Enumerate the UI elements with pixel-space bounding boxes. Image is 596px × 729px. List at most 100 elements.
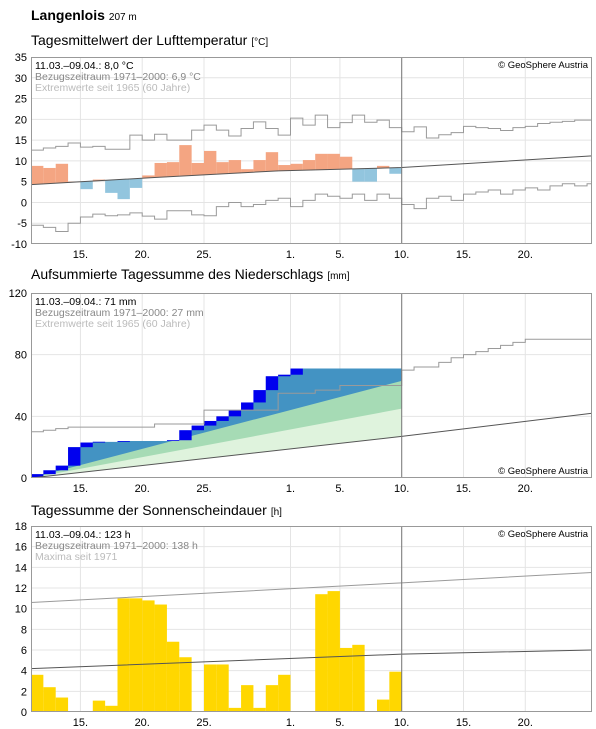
chart-title: Tagesmittelwert der Lufttemperatur [°C] bbox=[31, 32, 268, 48]
bar bbox=[105, 705, 118, 712]
title-text: Tagessumme der Sonnenscheindauer bbox=[31, 502, 267, 518]
y-tick-label: 10 bbox=[15, 156, 27, 168]
bar bbox=[389, 671, 402, 712]
bar bbox=[92, 179, 106, 181]
daily-increment bbox=[80, 442, 93, 448]
y-tick-label: 12 bbox=[15, 583, 27, 595]
extreme-step-line bbox=[31, 114, 592, 151]
x-tick-label: 20. bbox=[518, 717, 533, 729]
bar bbox=[265, 685, 279, 712]
chart-title: Tagessumme der Sonnenscheindauer [h] bbox=[31, 502, 282, 518]
bar bbox=[327, 591, 340, 712]
y-tick-label: 14 bbox=[15, 562, 27, 574]
x-tick-label: 20. bbox=[135, 249, 150, 261]
title-text: Aufsummierte Tagessumme des Niederschlag… bbox=[31, 266, 323, 282]
x-tick-label: 5. bbox=[335, 717, 344, 729]
x-tick-label: 1. bbox=[286, 249, 295, 261]
bar bbox=[43, 687, 56, 712]
bar bbox=[154, 604, 167, 712]
title-unit: [°C] bbox=[251, 37, 268, 48]
bar bbox=[92, 700, 106, 712]
bar bbox=[290, 163, 303, 171]
daily-increment bbox=[203, 420, 217, 426]
bar bbox=[216, 664, 229, 712]
stat-line: 11.03.–09.04.: 123 h bbox=[35, 529, 131, 541]
bar bbox=[241, 169, 254, 173]
x-tick-label: 15. bbox=[73, 483, 88, 495]
bar bbox=[191, 162, 204, 176]
y-tick-label: 25 bbox=[15, 94, 27, 106]
y-tick-label: 35 bbox=[15, 52, 27, 64]
y-tick-label: 80 bbox=[15, 350, 27, 362]
daily-increment bbox=[253, 390, 266, 403]
bar bbox=[278, 165, 291, 171]
x-tick-label: 25. bbox=[196, 249, 211, 261]
daily-increment bbox=[179, 430, 192, 441]
reference-line bbox=[31, 155, 592, 186]
station-name: Langenlois bbox=[31, 7, 105, 23]
source-note: © GeoSphere Austria bbox=[498, 60, 589, 71]
station-heading: Langenlois 207 m bbox=[31, 7, 137, 23]
daily-increment bbox=[278, 374, 291, 377]
bar bbox=[55, 163, 69, 183]
bar bbox=[315, 594, 328, 712]
y-tick-label: 0 bbox=[21, 197, 27, 209]
y-tick-label: 0 bbox=[21, 707, 27, 719]
x-tick-label: 20. bbox=[518, 483, 533, 495]
bar bbox=[179, 657, 192, 712]
bar bbox=[105, 179, 118, 193]
daily-increment bbox=[265, 376, 279, 391]
bar bbox=[43, 167, 56, 184]
extreme-step-line bbox=[31, 183, 592, 233]
bar bbox=[376, 699, 390, 712]
bar bbox=[253, 160, 266, 172]
daily-increment bbox=[191, 425, 204, 431]
bar bbox=[31, 165, 44, 185]
stat-line: Bezugszeitraum 1971–2000: 138 h bbox=[35, 540, 198, 552]
bar bbox=[389, 167, 402, 174]
x-tick-label: 15. bbox=[456, 249, 471, 261]
bar bbox=[203, 150, 217, 175]
x-tick-label: 20. bbox=[135, 717, 150, 729]
x-tick-label: 20. bbox=[518, 249, 533, 261]
daily-increment bbox=[92, 441, 106, 443]
x-tick-label: 5. bbox=[335, 249, 344, 261]
stat-line: Extremwerte seit 1965 (60 Jahre) bbox=[35, 318, 190, 330]
y-tick-label: 120 bbox=[9, 288, 27, 300]
y-tick-label: 10 bbox=[15, 604, 27, 616]
bar bbox=[166, 162, 180, 177]
stat-line: Bezugszeitraum 1971–2000: 6,9 °C bbox=[35, 71, 201, 83]
bar bbox=[80, 181, 93, 190]
daily-increment bbox=[290, 368, 303, 375]
bar bbox=[31, 674, 44, 712]
daily-increment bbox=[31, 474, 44, 478]
y-tick-label: -10 bbox=[11, 239, 27, 251]
y-tick-label: 4 bbox=[21, 666, 27, 678]
bar bbox=[117, 179, 130, 200]
bar bbox=[315, 153, 328, 170]
y-tick-label: 16 bbox=[15, 542, 27, 554]
bar bbox=[166, 641, 180, 712]
plot-layer bbox=[31, 526, 592, 712]
title-unit: [mm] bbox=[327, 271, 349, 282]
source-note: © GeoSphere Austria bbox=[498, 466, 589, 477]
daily-increment bbox=[68, 447, 81, 466]
bar bbox=[265, 152, 279, 172]
y-tick-label: 30 bbox=[15, 73, 27, 85]
stat-line: 11.03.–09.04.: 8,0 °C bbox=[35, 60, 134, 72]
bar bbox=[55, 697, 69, 712]
bar bbox=[117, 598, 130, 712]
plot-border bbox=[31, 57, 592, 244]
y-tick-label: -5 bbox=[17, 218, 27, 230]
plot-border bbox=[31, 293, 592, 478]
bar bbox=[376, 165, 390, 169]
plot-layer bbox=[31, 57, 592, 244]
daily-increment bbox=[43, 470, 56, 475]
daily-increment bbox=[241, 402, 254, 411]
x-tick-label: 10. bbox=[394, 483, 409, 495]
bar bbox=[302, 160, 316, 171]
title-text: Tagesmittelwert der Lufttemperatur bbox=[31, 32, 248, 48]
bar bbox=[129, 178, 143, 188]
bar bbox=[352, 168, 365, 182]
